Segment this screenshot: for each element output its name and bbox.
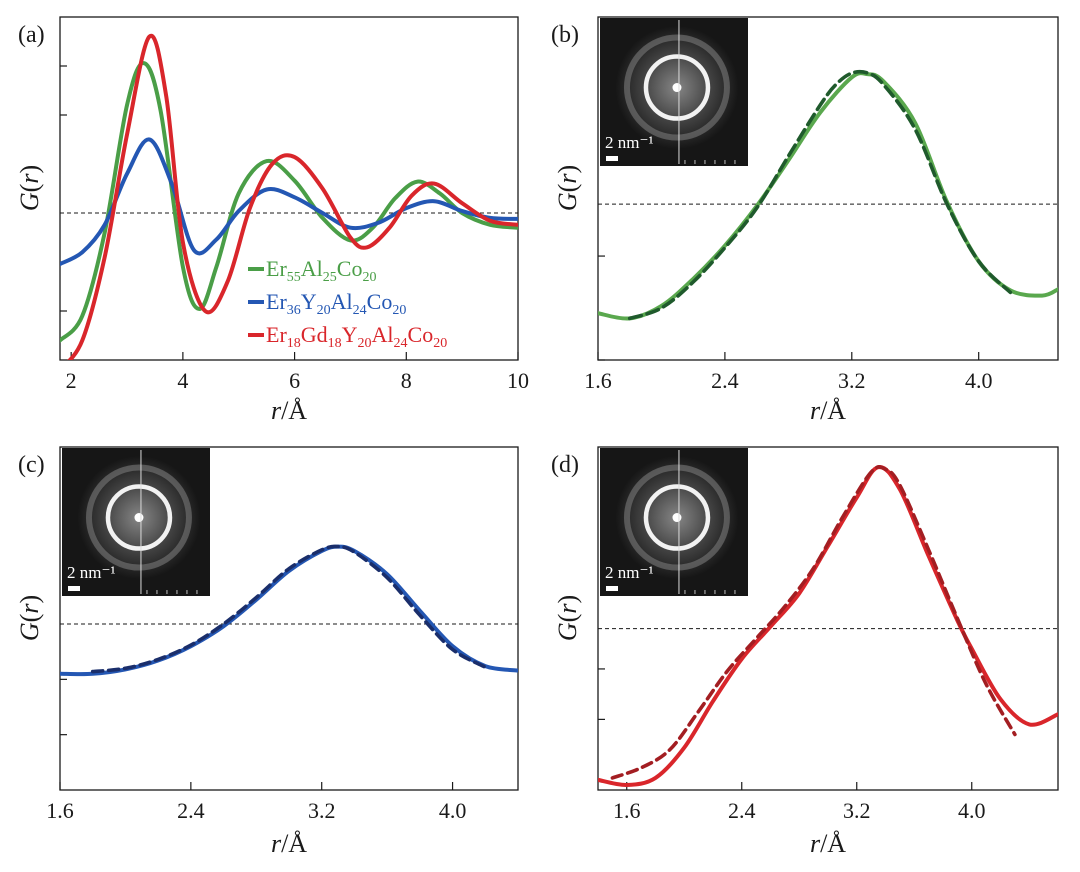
scale-bar [606, 156, 618, 161]
series-group [60, 544, 518, 677]
axis-ticks: 2 4 6 8 10 [60, 65, 529, 393]
series-line [90, 544, 488, 674]
diffraction-ring [643, 484, 711, 551]
legend-entry: Er36Y20Al24Co20 [266, 289, 406, 318]
panel-label: (c) [18, 452, 45, 478]
x-tick-label: 2.4 [711, 368, 739, 393]
x-tick-label: 4 [177, 368, 188, 393]
x-axis-label: r/Å [810, 829, 846, 858]
diffraction-ring [643, 54, 711, 121]
plot-frame [59, 16, 519, 361]
panel-label: (d) [551, 452, 579, 478]
x-tick-label: 1.6 [584, 368, 612, 393]
x-tick-label: 4.0 [958, 798, 986, 823]
series-group [598, 69, 1058, 321]
x-axis-label: r/Å [810, 396, 846, 425]
diffraction-inset: 2 nm⁻¹ [62, 448, 210, 596]
series-line [610, 465, 1017, 780]
scale-bar-label: 2 nm⁻¹ [605, 563, 654, 582]
y-axis-label: G(r) [15, 165, 44, 211]
y-axis-label: G(r) [15, 595, 44, 641]
x-tick-label: 3.2 [843, 798, 871, 823]
x-axis-label: r/Å [271, 396, 307, 425]
series-line [627, 69, 1013, 321]
y-axis-label: G(r) [553, 595, 582, 641]
plot-frame [59, 446, 519, 791]
scale-bar-label: 2 nm⁻¹ [67, 563, 116, 582]
scale-bar [606, 586, 618, 591]
diffraction-inset: 2 nm⁻¹ [600, 448, 748, 596]
y-axis-label: G(r) [553, 165, 582, 211]
legend-entry: Er18Gd18Y20Al24Co20 [266, 322, 447, 351]
x-tick-label: 2.4 [177, 798, 205, 823]
legend-entry: Er55Al25Co20 [266, 256, 376, 285]
series-line [60, 61, 518, 343]
series-group [598, 465, 1058, 788]
panel-b: (b) 1.6 2.4 3.2 4.0 2 nm⁻¹ r/Å G(r) [551, 16, 1059, 425]
axis-ticks: 1.6 2.4 3.2 4.0 [46, 623, 518, 823]
x-tick-label: 8 [401, 368, 412, 393]
x-tick-label: 10 [507, 368, 529, 393]
outer-ring [85, 464, 192, 571]
central-spot [672, 83, 682, 93]
x-tick-label: 1.6 [613, 798, 641, 823]
series-line [60, 137, 518, 266]
x-tick-label: 3.2 [308, 798, 336, 823]
x-tick-label: 2.4 [728, 798, 756, 823]
panel-a: (a) 2 4 6 8 10 Er55Al25Co20Er36Y20Al24Co20Er… [15, 16, 529, 425]
panel-c: (c) 1.6 2.4 3.2 4.0 2 nm⁻¹ r/Å G(r) [15, 446, 519, 858]
panel-label: (a) [18, 22, 45, 48]
x-tick-label: 1.6 [46, 798, 74, 823]
axis-ticks: 1.6 2.4 3.2 4.0 [598, 628, 1058, 823]
diffraction-ring [105, 484, 173, 551]
diffraction-inset: 2 nm⁻¹ [600, 18, 748, 166]
central-spot [134, 513, 144, 523]
legend: Er55Al25Co20 Er36Y20Al24Co20 Er18Gd18Y20Al… [248, 256, 447, 351]
scale-bar-label: 2 nm⁻¹ [605, 133, 654, 152]
central-spot [672, 513, 682, 523]
series-line [67, 33, 518, 360]
x-tick-label: 6 [289, 368, 300, 393]
x-tick-label: 2 [66, 368, 77, 393]
x-tick-label: 4.0 [439, 798, 467, 823]
outer-ring [623, 464, 730, 571]
series-group [60, 33, 518, 360]
panel-label: (b) [551, 22, 579, 48]
x-tick-label: 3.2 [838, 368, 866, 393]
scale-bar [68, 586, 80, 591]
x-tick-label: 4.0 [965, 368, 993, 393]
panel-d: (d) 1.6 2.4 3.2 4.0 2 nm⁻¹ r/Å G(r) [551, 446, 1059, 858]
axis-ticks: 1.6 2.4 3.2 4.0 [584, 203, 1058, 393]
plot-frame [597, 446, 1059, 791]
plot-frame [597, 16, 1059, 361]
x-axis-label: r/Å [271, 829, 307, 858]
outer-ring [623, 34, 730, 141]
